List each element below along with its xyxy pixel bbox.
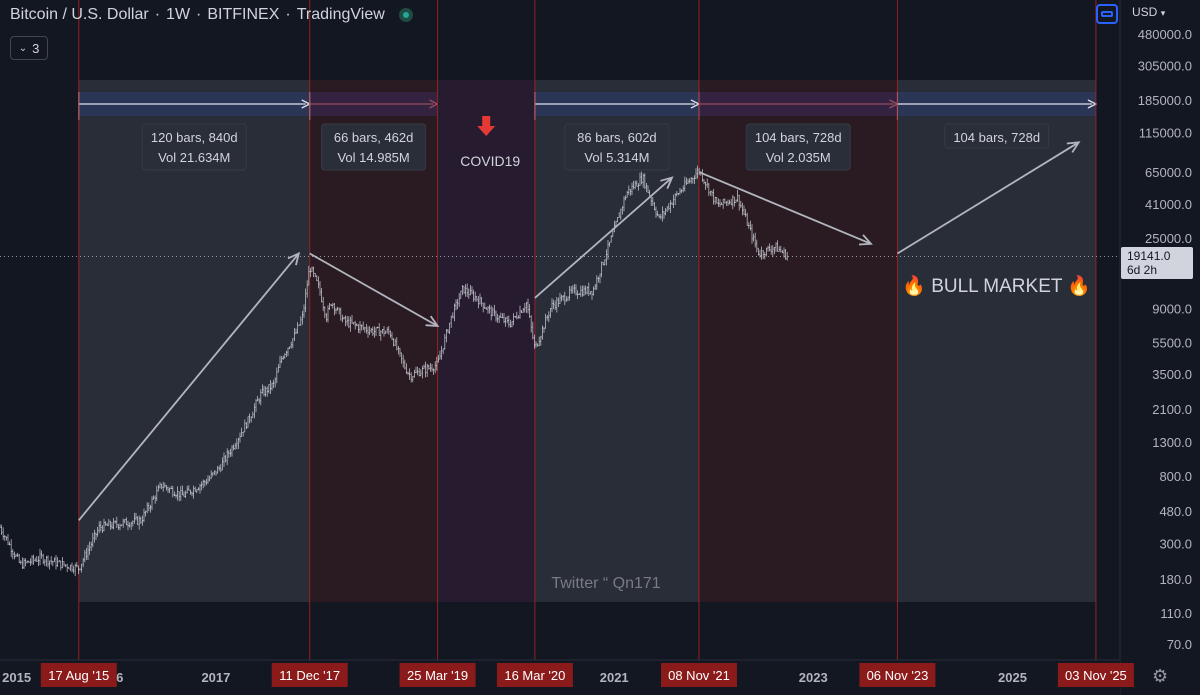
- chevron-down-icon: ⌄: [18, 42, 28, 54]
- date-marker-label: 06 Nov '23: [867, 668, 929, 683]
- trend-arrow: [309, 252, 438, 327]
- price-axis-bg: [1120, 0, 1200, 695]
- trend-arrowhead: [1066, 141, 1081, 153]
- currency-label: USD: [1132, 5, 1158, 19]
- y-tick-label: 800.0: [1159, 469, 1192, 484]
- y-tick-label: 1300.0: [1152, 435, 1192, 450]
- y-tick-label: 70.0: [1167, 637, 1192, 652]
- date-marker-tag: [40, 663, 117, 687]
- trend-arrow: [698, 171, 872, 245]
- gear-icon[interactable]: ⚙: [1152, 666, 1169, 686]
- date-marker-label: 11 Dec '17: [279, 668, 340, 683]
- measure-label-box: [564, 123, 670, 171]
- trend-arrowhead: [858, 234, 873, 246]
- y-tick-label: 65000.0: [1145, 165, 1192, 180]
- trend-arrowhead: [425, 315, 440, 327]
- measure-volume-label: Vol 21.634M: [158, 150, 230, 165]
- last-price-tag: 19141.0 6d 2h: [1121, 247, 1193, 279]
- indicator-count: 3: [32, 40, 40, 56]
- y-tick-label: 480000.0: [1138, 27, 1192, 42]
- date-marker-label: 17 Aug '15: [48, 668, 109, 683]
- measure-volume-label: Vol 2.035M: [766, 150, 831, 165]
- y-tick-label: 5500.0: [1152, 336, 1192, 351]
- measure-range-label: 66 bars, 462d: [334, 130, 414, 145]
- date-marker-tag: [271, 663, 348, 687]
- measure-label-box: [745, 123, 851, 171]
- trend-arrow: [78, 252, 300, 521]
- y-tick-label: 25000.0: [1145, 231, 1192, 246]
- bull-zone: [897, 80, 1096, 602]
- exchange-label: BITFINEX: [207, 6, 280, 23]
- x-tick-label: 2025: [998, 670, 1027, 685]
- date-marker-label: 25 Mar '19: [407, 668, 468, 683]
- down-arrow-icon: [477, 116, 496, 136]
- platform-label: TradingView: [296, 6, 385, 23]
- x-tick-label: 2017: [201, 670, 230, 685]
- currency-selector[interactable]: USD ▾: [1132, 5, 1165, 19]
- y-tick-label: 185000.0: [1138, 93, 1192, 108]
- y-tick-label: 2100.0: [1152, 402, 1192, 417]
- watermark-label: Twitter “ Qn171: [551, 575, 660, 592]
- y-tick-label: 305000.0: [1138, 58, 1192, 73]
- trend-arrowhead: [660, 176, 674, 190]
- measure-label-box: [141, 123, 247, 171]
- interval-label[interactable]: 1W: [166, 6, 191, 23]
- date-marker-label: 16 Mar '20: [504, 668, 565, 683]
- y-tick-label: 110.0: [1160, 606, 1192, 621]
- date-marker-tag: [1057, 663, 1134, 687]
- market-status-icon[interactable]: [398, 8, 413, 22]
- date-marker-tag: [660, 663, 737, 687]
- measure-label-box: [944, 123, 1050, 149]
- y-tick-label: 41000.0: [1145, 197, 1192, 212]
- trend-arrow: [534, 176, 673, 299]
- symbol-name[interactable]: Bitcoin / U.S. Dollar: [10, 6, 149, 23]
- x-tick-label: 2015: [2, 670, 31, 685]
- date-marker-tag: [496, 663, 573, 687]
- measure-volume-label: Vol 14.985M: [337, 150, 409, 165]
- covid-zone: [437, 80, 535, 602]
- y-tick-label: 300.0: [1159, 536, 1192, 551]
- trend-arrowhead: [287, 251, 301, 266]
- y-tick-label: 480.0: [1159, 504, 1192, 519]
- y-tick-label: 115000.0: [1139, 126, 1192, 141]
- trend-arrow: [896, 141, 1080, 255]
- date-marker-label: 03 Nov '25: [1065, 668, 1127, 683]
- tradingview-logo-icon[interactable]: [1096, 4, 1118, 24]
- measure-range-label: 86 bars, 602d: [577, 130, 657, 145]
- date-marker-label: 08 Nov '21: [668, 668, 730, 683]
- measure-volume-label: Vol 5.314M: [584, 150, 649, 165]
- symbol-header: Bitcoin / U.S. Dollar · 1W · BITFINEX · …: [10, 6, 413, 24]
- y-tick-label: 180.0: [1159, 572, 1192, 587]
- date-marker-tag: [399, 663, 476, 687]
- measure-label-box: [321, 123, 427, 171]
- bull-market-label: 🔥 BULL MARKET 🔥: [902, 274, 1091, 297]
- indicators-toggle-button[interactable]: ⌄ 3: [10, 36, 48, 60]
- measure-range-label: 104 bars, 728d: [755, 130, 842, 145]
- chevron-down-icon: ▾: [1160, 8, 1166, 18]
- y-tick-label: 9000.0: [1152, 302, 1192, 317]
- x-tick-label: 2021: [600, 670, 629, 685]
- y-tick-label: 3500.0: [1152, 367, 1192, 382]
- date-marker-tag: [859, 663, 936, 687]
- measure-range-label: 104 bars, 728d: [953, 130, 1040, 145]
- covid-label: COVID19: [460, 153, 520, 169]
- measure-range-label: 120 bars, 840d: [151, 130, 238, 145]
- last-price-value: 19141.0: [1127, 249, 1171, 263]
- x-tick-label: 2023: [799, 670, 828, 685]
- countdown-label: 6d 2h: [1127, 263, 1158, 277]
